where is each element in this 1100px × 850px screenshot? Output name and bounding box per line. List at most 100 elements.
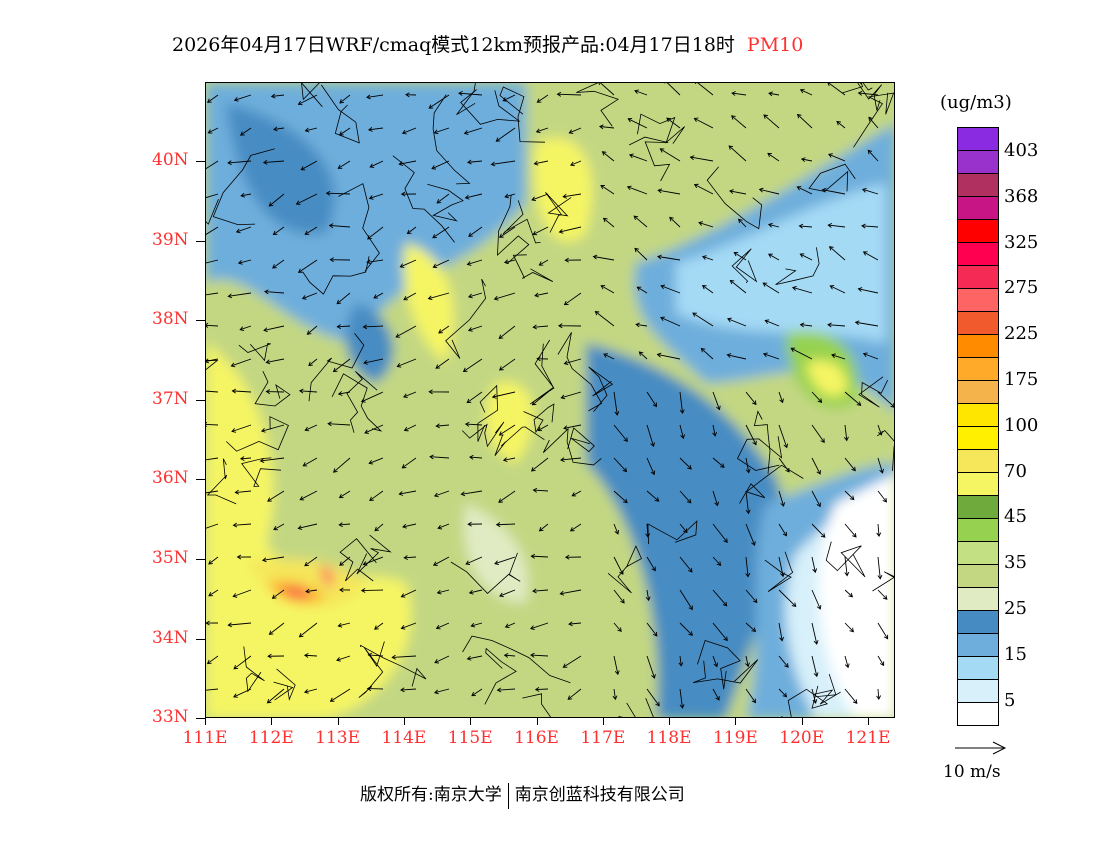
wind-arrow-icon <box>679 688 685 709</box>
wind-arrow-icon <box>405 92 417 98</box>
wind-arrow-icon <box>503 652 516 658</box>
wind-arrow-icon <box>263 325 285 333</box>
wind-arrow-icon <box>646 655 656 679</box>
wind-arrow-icon <box>230 358 252 368</box>
wind-arrow-icon <box>635 322 648 328</box>
admin-boundary <box>273 668 296 701</box>
wind-arrow-icon <box>745 391 757 406</box>
lon-label: 115E <box>447 728 493 748</box>
wind-arrow-icon <box>266 688 285 704</box>
wind-arrow-icon <box>646 622 658 637</box>
wind-arrow-icon <box>796 113 813 129</box>
wind-arrow-icon <box>469 454 483 460</box>
wind-arrow-icon <box>601 151 615 162</box>
title-text: 2026年04月17日WRF/cmaq模式12km预报产品:04月17日18时 <box>172 34 735 56</box>
footer-divider <box>507 782 509 809</box>
legend-label: 25 <box>1004 598 1027 619</box>
lat-tick <box>196 320 205 322</box>
legend-label: 45 <box>1004 506 1027 528</box>
wind-arrow-icon <box>427 292 450 301</box>
wind-arrow-icon <box>273 126 285 132</box>
admin-boundary <box>825 541 866 578</box>
wind-arrow-icon <box>300 160 318 171</box>
admin-boundary <box>226 416 289 452</box>
wind-arrow-icon <box>712 622 728 642</box>
admin-boundary <box>356 534 392 575</box>
legend-swatch <box>958 381 998 404</box>
wind-arrow-icon <box>560 391 582 400</box>
wind-arrow-icon <box>403 292 417 301</box>
wind-arrow-icon <box>532 487 549 493</box>
wind-arrow-icon <box>240 127 252 136</box>
wind-arrow-icon <box>613 556 624 576</box>
lon-tick <box>735 718 737 725</box>
chart-title: 2026年04月17日WRF/cmaq模式12km预报产品:04月17日18时 P… <box>172 30 803 57</box>
admin-boundary <box>432 94 471 185</box>
wind-arrow-icon <box>745 655 750 668</box>
admin-boundary <box>697 639 741 690</box>
wind-arrow-icon <box>231 388 252 394</box>
wind-arrow-icon <box>634 89 648 96</box>
wind-arrow-icon <box>613 490 628 504</box>
wind-arrow-icon <box>364 424 384 434</box>
wind-arrow-icon <box>495 127 516 142</box>
wind-arrow-icon <box>468 292 483 299</box>
legend-swatch <box>958 197 998 220</box>
wind-arrow-icon <box>403 391 417 399</box>
wind-arrow-icon <box>368 193 384 200</box>
wind-arrow-icon <box>502 94 516 102</box>
wind-arrow-icon <box>692 312 714 327</box>
wind-arrow-icon <box>327 421 351 427</box>
wind-arrow-icon <box>778 490 785 507</box>
wind-arrow-icon <box>433 127 450 135</box>
wind-arrow-icon <box>233 655 252 670</box>
wind-arrow-icon <box>206 457 219 461</box>
wind-arrow-icon <box>297 94 318 106</box>
wind-arrow-icon <box>332 457 351 473</box>
wind-arrow-icon <box>435 358 450 369</box>
legend-label: 5 <box>1004 689 1016 711</box>
wind-arrow-icon <box>811 457 821 475</box>
wind-arrow-icon <box>636 286 648 294</box>
lat-tick <box>196 638 205 640</box>
admin-boundary <box>731 248 758 284</box>
wind-arrow-icon <box>701 285 714 294</box>
wind-arrow-icon <box>227 622 252 628</box>
wind-arrow-icon <box>336 324 351 330</box>
legend-swatch <box>958 151 998 174</box>
wind-arrow-icon <box>660 316 681 327</box>
wind-arrow-icon <box>745 424 757 446</box>
wind-arrow-icon <box>563 292 582 306</box>
wind-arrow-icon <box>877 556 883 580</box>
admin-boundary <box>607 545 643 594</box>
admin-boundary <box>567 427 595 453</box>
wind-arrow-icon <box>301 292 318 300</box>
legend-label: 70 <box>1004 460 1027 482</box>
legend-swatch <box>958 128 998 151</box>
wind-arrow-icon <box>339 94 351 104</box>
legend-swatch <box>958 358 998 381</box>
legend-label: 100 <box>1004 414 1039 436</box>
admin-boundary <box>238 343 271 362</box>
admin-boundary <box>477 384 499 442</box>
wind-arrow-icon <box>498 226 516 238</box>
admin-boundary <box>858 376 889 408</box>
legend-swatch <box>958 565 998 588</box>
wind-arrow-icon <box>712 556 722 567</box>
wind-arrow-icon <box>303 653 318 658</box>
wind-arrow-icon <box>495 522 516 528</box>
wind-arrow-icon <box>206 193 219 199</box>
wind-arrow-icon <box>745 622 757 633</box>
wind-arrow-icon <box>811 688 818 704</box>
wind-arrow-icon <box>627 118 648 129</box>
wind-arrow-icon <box>235 226 252 234</box>
lat-tick <box>196 559 205 560</box>
wind-arrow-icon <box>234 489 252 495</box>
wind-arrow-icon <box>613 589 625 604</box>
legend-swatch <box>958 496 998 519</box>
wind-arrow-icon <box>645 589 651 602</box>
lat-label: 33N <box>152 707 189 728</box>
wind-arrow-icon <box>403 424 417 432</box>
lat-tick <box>196 240 205 242</box>
admin-boundary <box>338 183 380 272</box>
